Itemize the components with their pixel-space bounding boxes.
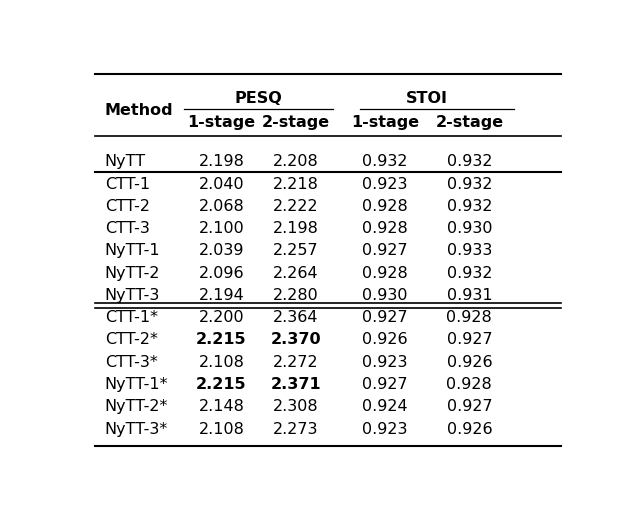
Text: 0.927: 0.927: [447, 399, 492, 413]
Text: 0.927: 0.927: [362, 376, 408, 391]
Text: 0.930: 0.930: [362, 288, 408, 302]
Text: 0.923: 0.923: [362, 176, 408, 191]
Text: 2.264: 2.264: [273, 265, 319, 280]
Text: 0.928: 0.928: [362, 221, 408, 236]
Text: 0.926: 0.926: [362, 332, 408, 347]
Text: 2.068: 2.068: [198, 199, 244, 213]
Text: 2.096: 2.096: [198, 265, 244, 280]
Text: 0.928: 0.928: [447, 309, 492, 325]
Text: 2.364: 2.364: [273, 309, 319, 325]
Text: 2.308: 2.308: [273, 399, 319, 413]
Text: 0.930: 0.930: [447, 221, 492, 236]
Text: CTT-3*: CTT-3*: [105, 354, 157, 369]
Text: NyTT-3*: NyTT-3*: [105, 421, 168, 436]
Text: 2.272: 2.272: [273, 354, 319, 369]
Text: 0.933: 0.933: [447, 243, 492, 258]
Text: 0.928: 0.928: [362, 199, 408, 213]
Text: 2.215: 2.215: [196, 376, 246, 391]
Text: 2.100: 2.100: [198, 221, 244, 236]
Text: CTT-1: CTT-1: [105, 176, 150, 191]
Text: 0.928: 0.928: [362, 265, 408, 280]
Text: 0.927: 0.927: [362, 243, 408, 258]
Text: 2-stage: 2-stage: [435, 115, 504, 129]
Text: CTT-3: CTT-3: [105, 221, 150, 236]
Text: 0.932: 0.932: [447, 265, 492, 280]
Text: NyTT-3: NyTT-3: [105, 288, 160, 302]
Text: 0.932: 0.932: [447, 176, 492, 191]
Text: 0.926: 0.926: [447, 354, 492, 369]
Text: 1-stage: 1-stage: [351, 115, 419, 129]
Text: 2.039: 2.039: [198, 243, 244, 258]
Text: 0.932: 0.932: [362, 154, 408, 169]
Text: 2.148: 2.148: [198, 399, 244, 413]
Text: STOI: STOI: [406, 91, 448, 106]
Text: 0.923: 0.923: [362, 354, 408, 369]
Text: Method: Method: [105, 103, 173, 118]
Text: 2.273: 2.273: [273, 421, 319, 436]
Text: 2.040: 2.040: [198, 176, 244, 191]
Text: PESQ: PESQ: [235, 91, 282, 106]
Text: 2.222: 2.222: [273, 199, 319, 213]
Text: 0.924: 0.924: [362, 399, 408, 413]
Text: 2.194: 2.194: [198, 288, 244, 302]
Text: 2.218: 2.218: [273, 176, 319, 191]
Text: CTT-1*: CTT-1*: [105, 309, 158, 325]
Text: 0.923: 0.923: [362, 421, 408, 436]
Text: 2-stage: 2-stage: [262, 115, 330, 129]
Text: 2.198: 2.198: [198, 154, 244, 169]
Text: 0.926: 0.926: [447, 421, 492, 436]
Text: 0.928: 0.928: [447, 376, 492, 391]
Text: NyTT-2*: NyTT-2*: [105, 399, 168, 413]
Text: 0.927: 0.927: [447, 332, 492, 347]
Text: 2.208: 2.208: [273, 154, 319, 169]
Text: NyTT-1*: NyTT-1*: [105, 376, 168, 391]
Text: 2.370: 2.370: [271, 332, 321, 347]
Text: 0.931: 0.931: [447, 288, 492, 302]
Text: 1-stage: 1-stage: [188, 115, 255, 129]
Text: CTT-2: CTT-2: [105, 199, 150, 213]
Text: 2.198: 2.198: [273, 221, 319, 236]
Text: 2.371: 2.371: [271, 376, 321, 391]
Text: 2.108: 2.108: [198, 421, 244, 436]
Text: 0.927: 0.927: [362, 309, 408, 325]
Text: NyTT-2: NyTT-2: [105, 265, 160, 280]
Text: 2.200: 2.200: [198, 309, 244, 325]
Text: 2.280: 2.280: [273, 288, 319, 302]
Text: CTT-2*: CTT-2*: [105, 332, 157, 347]
Text: 0.932: 0.932: [447, 199, 492, 213]
Text: NyTT: NyTT: [105, 154, 146, 169]
Text: NyTT-1: NyTT-1: [105, 243, 161, 258]
Text: 2.215: 2.215: [196, 332, 246, 347]
Text: 2.108: 2.108: [198, 354, 244, 369]
Text: 2.257: 2.257: [273, 243, 319, 258]
Text: 0.932: 0.932: [447, 154, 492, 169]
